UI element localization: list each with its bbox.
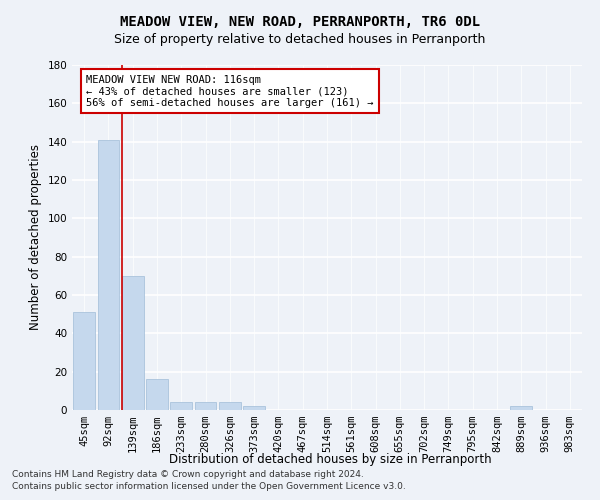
- Bar: [170, 402, 192, 410]
- Text: Distribution of detached houses by size in Perranporth: Distribution of detached houses by size …: [169, 452, 491, 466]
- Text: Contains HM Land Registry data © Crown copyright and database right 2024.: Contains HM Land Registry data © Crown c…: [12, 470, 364, 479]
- Bar: [73, 312, 95, 410]
- Text: Size of property relative to detached houses in Perranporth: Size of property relative to detached ho…: [115, 32, 485, 46]
- Y-axis label: Number of detached properties: Number of detached properties: [29, 144, 42, 330]
- Bar: [122, 276, 143, 410]
- Text: MEADOW VIEW NEW ROAD: 116sqm
← 43% of detached houses are smaller (123)
56% of s: MEADOW VIEW NEW ROAD: 116sqm ← 43% of de…: [86, 74, 374, 108]
- Bar: [146, 380, 168, 410]
- Text: MEADOW VIEW, NEW ROAD, PERRANPORTH, TR6 0DL: MEADOW VIEW, NEW ROAD, PERRANPORTH, TR6 …: [120, 15, 480, 29]
- Bar: [97, 140, 119, 410]
- Text: Contains public sector information licensed under the Open Government Licence v3: Contains public sector information licen…: [12, 482, 406, 491]
- Bar: [511, 406, 532, 410]
- Bar: [219, 402, 241, 410]
- Bar: [194, 402, 217, 410]
- Bar: [243, 406, 265, 410]
